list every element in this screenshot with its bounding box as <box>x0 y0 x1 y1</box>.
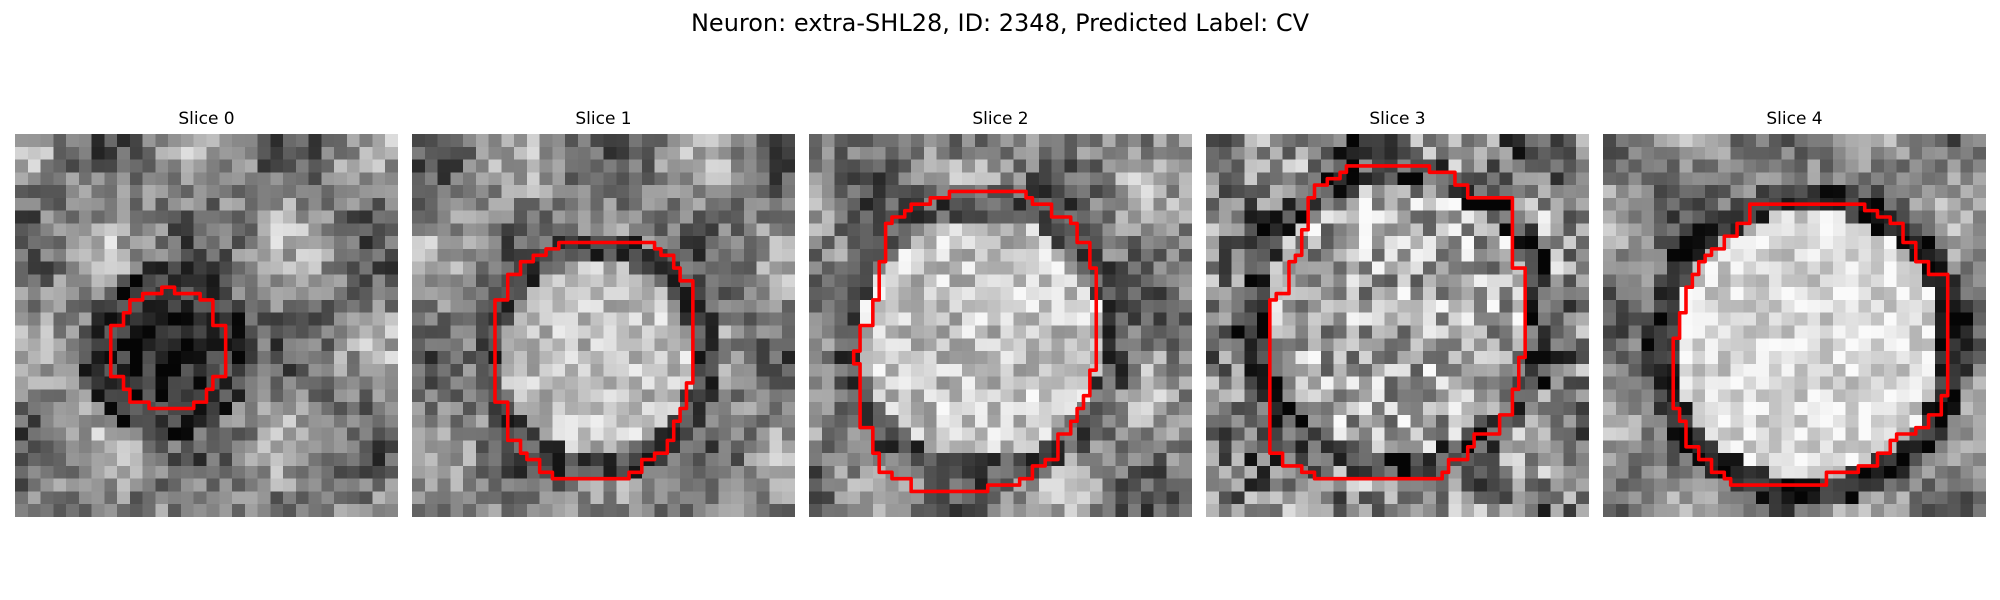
slice-image <box>809 134 1192 517</box>
slice-image <box>15 134 398 517</box>
slice-panel-0: Slice 0 <box>15 108 398 517</box>
slice-title: Slice 3 <box>1369 109 1426 129</box>
slice-panel-1: Slice 1 <box>412 108 795 517</box>
slice-title: Slice 0 <box>178 109 235 129</box>
slice-panel-2: Slice 2 <box>809 108 1192 517</box>
slice-image <box>1206 134 1589 517</box>
figure-title: Neuron: extra-SHL28, ID: 2348, Predicted… <box>690 9 1310 37</box>
slice-image <box>1603 134 1986 517</box>
segmentation-outline <box>493 240 695 481</box>
segmentation-outline <box>851 189 1099 494</box>
grayscale-micrograph <box>412 134 795 517</box>
slice-panel-3: Slice 3 <box>1206 108 1589 517</box>
segmentation-outline <box>1268 164 1527 481</box>
grayscale-micrograph <box>1603 134 1986 517</box>
slice-image <box>412 134 795 517</box>
slice-title: Slice 2 <box>972 109 1029 129</box>
slice-title: Slice 4 <box>1766 109 1823 129</box>
slice-title: Slice 1 <box>575 109 632 129</box>
slice-panel-4: Slice 4 <box>1603 108 1986 517</box>
grayscale-micrograph <box>15 134 398 517</box>
segmentation-outline <box>1671 202 1950 487</box>
segmentation-outline <box>108 285 228 411</box>
